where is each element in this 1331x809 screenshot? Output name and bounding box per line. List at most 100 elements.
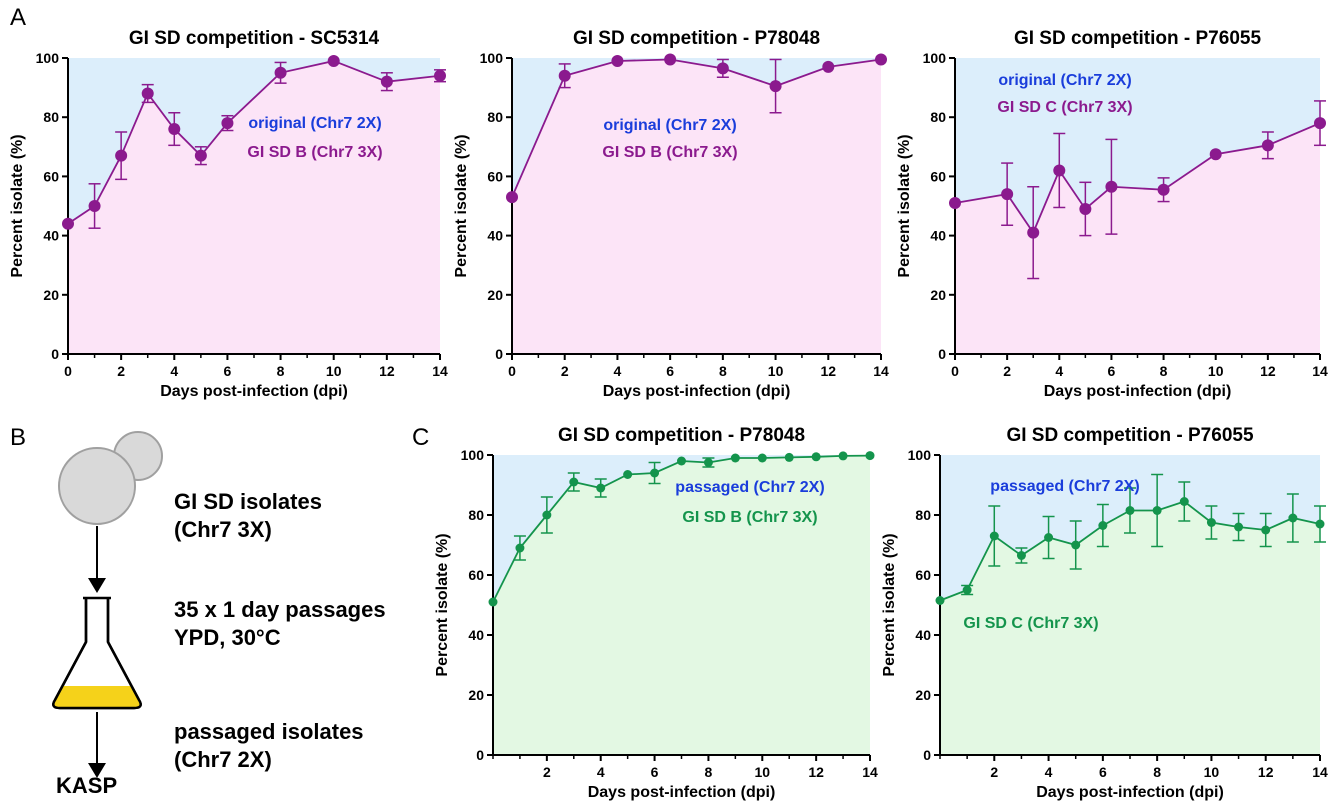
y-tick-label: 40 xyxy=(468,627,484,643)
arrow-down-icon xyxy=(88,712,106,778)
x-axis-label: Days post-infection (dpi) xyxy=(160,383,348,400)
data-point xyxy=(650,468,660,478)
x-axis-label: Days post-infection (dpi) xyxy=(588,784,776,801)
data-point xyxy=(88,200,101,212)
y-tick-label: 0 xyxy=(51,346,59,362)
diagram-kasp-label: KASP xyxy=(56,773,118,798)
x-tick-label: 10 xyxy=(1204,764,1220,780)
y-tick-label: 20 xyxy=(915,687,931,703)
data-point xyxy=(380,75,393,88)
data-point xyxy=(488,597,498,607)
diagram-step2-line2: YPD, 30°C xyxy=(174,625,281,650)
data-point xyxy=(730,453,740,463)
data-point xyxy=(1105,180,1118,193)
data-point xyxy=(1044,533,1054,542)
data-point xyxy=(194,149,207,162)
legend-entry: GI SD B (Chr7 3X) xyxy=(602,144,737,161)
chart-title: GI SD competition - SC5314 xyxy=(129,28,380,49)
x-tick-label: 8 xyxy=(277,363,285,379)
x-tick-label: 4 xyxy=(170,363,178,379)
chart-title: GI SD competition - P78048 xyxy=(573,28,820,49)
data-point xyxy=(716,62,729,75)
data-point xyxy=(822,60,835,73)
legend-entry: passaged (Chr7 2X) xyxy=(675,479,824,496)
x-tick-label: 14 xyxy=(862,764,878,780)
data-point xyxy=(784,452,794,462)
x-tick-label: 2 xyxy=(990,764,998,780)
x-tick-label: 12 xyxy=(1260,363,1276,379)
y-tick-label: 40 xyxy=(915,627,931,643)
data-point xyxy=(1016,551,1026,560)
legend-entry: GI SD C (Chr7 3X) xyxy=(963,615,1098,632)
data-point xyxy=(569,477,579,487)
chart-c1: 0 20 40 60 80 100 2 4 6 8 10 12 14 GI SD competition … xyxy=(434,425,878,801)
yeast-cell-icon xyxy=(58,431,163,525)
y-tick-label: 40 xyxy=(43,228,59,244)
data-point xyxy=(1209,148,1222,161)
x-tick-label: 8 xyxy=(719,363,727,379)
plot-background-lower xyxy=(940,501,1320,755)
y-axis-label: Percent isolate (%) xyxy=(881,533,898,676)
y-tick-label: 20 xyxy=(487,287,503,303)
data-point xyxy=(1079,202,1092,215)
x-tick-label: 2 xyxy=(561,363,569,379)
data-point xyxy=(141,87,154,100)
diagram-step3: passaged isolates (Chr7 2X) xyxy=(174,718,364,774)
plot-background-lower xyxy=(512,59,881,354)
legend-entry: original (Chr7 2X) xyxy=(998,72,1131,89)
chart-c2: 0 20 40 60 80 100 2 4 6 8 10 12 14 GI SD competition … xyxy=(881,425,1328,801)
y-tick-label: 100 xyxy=(36,50,60,66)
y-tick-label: 80 xyxy=(915,507,931,523)
data-point xyxy=(989,531,999,541)
plot-background-lower xyxy=(493,455,870,755)
data-point xyxy=(1288,513,1298,523)
data-point xyxy=(1001,188,1014,201)
data-point xyxy=(664,53,677,66)
data-point xyxy=(1261,525,1271,535)
data-point xyxy=(542,510,552,520)
data-point xyxy=(1098,521,1108,530)
data-point xyxy=(1157,183,1170,196)
x-tick-label: 4 xyxy=(1055,363,1063,379)
data-point xyxy=(757,453,767,463)
data-point xyxy=(515,543,525,553)
y-tick-label: 0 xyxy=(923,747,931,763)
y-axis-label: Percent isolate (%) xyxy=(9,134,26,277)
data-point xyxy=(1179,497,1189,506)
x-tick-label: 4 xyxy=(614,363,622,379)
x-tick-label: 12 xyxy=(379,363,395,379)
data-point xyxy=(1027,226,1040,239)
x-tick-label: 6 xyxy=(224,363,232,379)
data-point xyxy=(623,470,633,479)
passage-diagram xyxy=(52,431,163,778)
y-tick-label: 100 xyxy=(908,447,932,463)
panel-letter-a: A xyxy=(10,4,27,31)
y-tick-label: 40 xyxy=(487,228,503,244)
x-tick-label: 6 xyxy=(651,764,659,780)
data-point xyxy=(327,54,340,67)
x-tick-label: 4 xyxy=(1045,764,1053,780)
legend-entry: original (Chr7 2X) xyxy=(603,117,736,134)
diagram-step1-line1: GI SD isolates xyxy=(174,489,322,514)
x-tick-label: 12 xyxy=(1258,764,1274,780)
diagram-step3-line2: (Chr7 2X) xyxy=(174,747,272,772)
x-tick-label: 0 xyxy=(64,363,72,379)
x-tick-label: 0 xyxy=(508,363,516,379)
legend-entry: GI SD C (Chr7 3X) xyxy=(997,99,1132,116)
data-point xyxy=(811,452,821,462)
x-tick-label: 12 xyxy=(820,363,836,379)
diagram-step1-line2: (Chr7 3X) xyxy=(174,517,272,542)
x-tick-label: 0 xyxy=(951,363,959,379)
data-point xyxy=(1152,506,1162,515)
x-tick-label: 10 xyxy=(768,363,784,379)
x-tick-label: 2 xyxy=(543,764,551,780)
x-tick-label: 14 xyxy=(1312,363,1328,379)
x-axis-label: Days post-infection (dpi) xyxy=(1036,784,1224,801)
data-point xyxy=(949,197,961,210)
chart-a3: 0 20 40 60 80 100 0 2 4 6 8 10 12 14 GI SD competition… xyxy=(896,28,1328,400)
legend-entry: GI SD B (Chr7 3X) xyxy=(247,144,382,161)
y-tick-label: 40 xyxy=(930,228,946,244)
data-point xyxy=(611,54,624,67)
data-point xyxy=(1071,540,1081,550)
data-point xyxy=(935,596,945,605)
